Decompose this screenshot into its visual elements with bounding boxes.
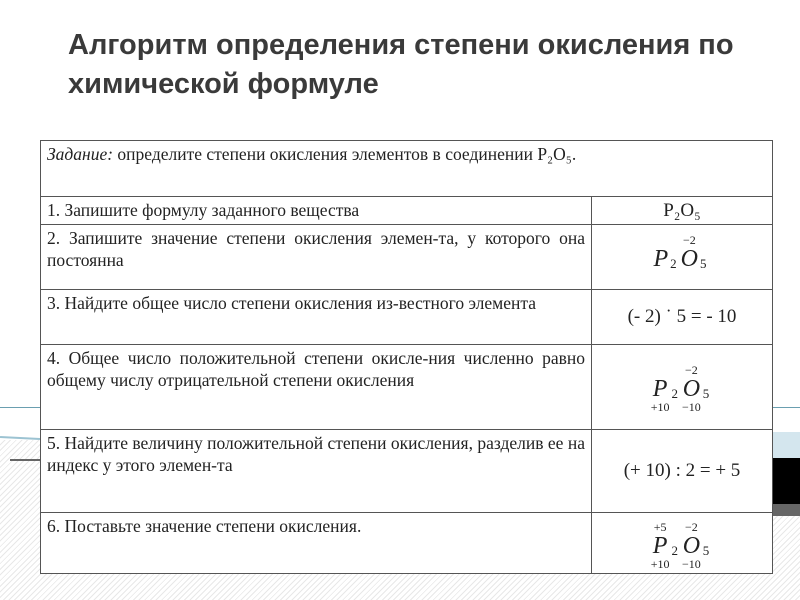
o-index: 5 — [702, 385, 710, 401]
o-total: −10 — [682, 557, 701, 571]
result-cell: (- 2) ˙ 5 = - 10 — [591, 289, 773, 345]
element-p: P +10 — [651, 364, 670, 414]
result-cell: P 2 −2 O 5 — [591, 224, 773, 290]
table-row: 3. Найдите общее число степени окисления… — [40, 289, 773, 345]
step-cell: 1. Запишите формулу заданного вещества — [40, 196, 592, 225]
task-label: Задание: — [47, 144, 114, 164]
formula: P +10 2 −2 O −10 5 — [651, 364, 714, 414]
element-p: +5 P +10 — [651, 521, 670, 571]
o-index: 5 — [702, 543, 710, 558]
o-oxidation: −2 — [685, 362, 698, 377]
table-row: 1. Запишите формулу заданного вещества P₂… — [40, 196, 773, 225]
o-symbol: O — [682, 533, 701, 559]
o-index: 5 — [700, 255, 707, 271]
p-total: +10 — [650, 557, 670, 571]
table-row: 4. Общее число положительной степени оки… — [40, 344, 773, 430]
background-line-dark — [10, 459, 40, 461]
element-o: −2 O — [681, 234, 698, 284]
o-symbol: O — [682, 375, 701, 402]
result-cell: +5 P +10 2 −2 O −10 5 — [591, 512, 773, 574]
task-text: определите степени окисления элементов в… — [117, 144, 577, 164]
o-total: −10 — [682, 399, 701, 414]
step-cell: 2. Запишите значение степени окисления э… — [40, 224, 592, 290]
p-symbol: P — [652, 375, 668, 402]
p-oxidation: +5 — [653, 520, 667, 534]
p-symbol: P — [652, 533, 668, 559]
p-index: 2 — [670, 255, 677, 271]
p-total: +10 — [650, 399, 670, 414]
table-row: 2. Запишите значение степени окисления э… — [40, 224, 773, 290]
element-p: P — [653, 234, 668, 284]
result-cell: (+ 10) : 2 = + 5 — [591, 429, 773, 513]
step-cell: 3. Найдите общее число степени окисления… — [40, 289, 592, 345]
step-cell: 5. Найдите величину положительной степен… — [40, 429, 592, 513]
step-cell: 4. Общее число положительной степени оки… — [40, 344, 592, 430]
table-row: 6. Поставьте значение степени окисления.… — [40, 512, 773, 574]
p-index: 2 — [671, 543, 679, 558]
algorithm-table: Задание: определите степени окисления эл… — [40, 140, 773, 574]
formula: P 2 −2 O 5 — [653, 234, 710, 284]
result-cell: P +10 2 −2 O −10 5 — [591, 344, 773, 430]
task-row: Задание: определите степени окисления эл… — [40, 140, 773, 197]
step-cell: 6. Поставьте значение степени окисления. — [40, 512, 592, 574]
formula: +5 P +10 2 −2 O −10 5 — [651, 521, 714, 571]
o-oxidation: −2 — [682, 232, 696, 247]
slide-title: Алгоритм определения степени окисления п… — [68, 29, 734, 100]
table-row: 5. Найдите величину положительной степен… — [40, 429, 773, 513]
task-cell: Задание: определите степени окисления эл… — [40, 140, 773, 197]
o-oxidation: −2 — [685, 520, 698, 534]
p-symbol: P — [653, 245, 669, 272]
o-symbol: O — [680, 245, 698, 272]
element-o: −2 O −10 — [682, 364, 701, 414]
element-o: −2 O −10 — [682, 521, 701, 571]
result-cell: P₂O₅ — [591, 196, 773, 225]
p-index: 2 — [671, 385, 679, 401]
